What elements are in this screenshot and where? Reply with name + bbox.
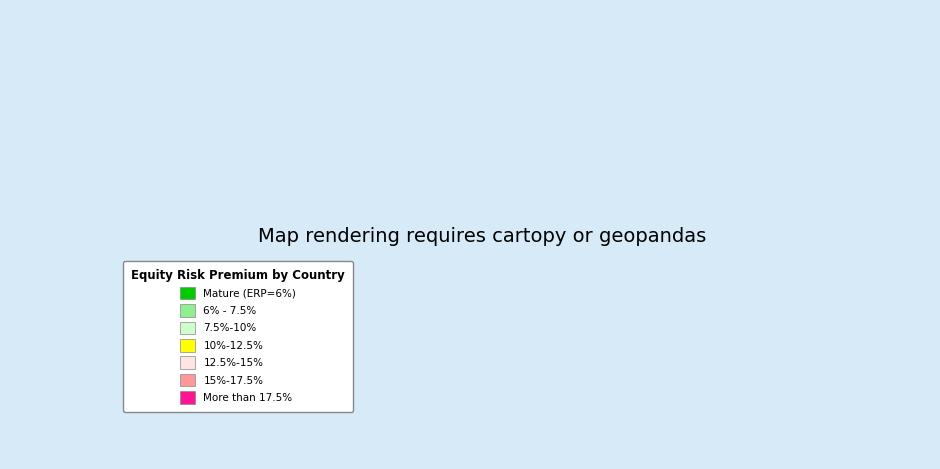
Legend: Mature (ERP=6%), 6% - 7.5%, 7.5%-10%, 10%-12.5%, 12.5%-15%, 15%-17.5%, More than: Mature (ERP=6%), 6% - 7.5%, 7.5%-10%, 10… bbox=[123, 261, 353, 412]
Text: Map rendering requires cartopy or geopandas: Map rendering requires cartopy or geopan… bbox=[258, 227, 706, 246]
